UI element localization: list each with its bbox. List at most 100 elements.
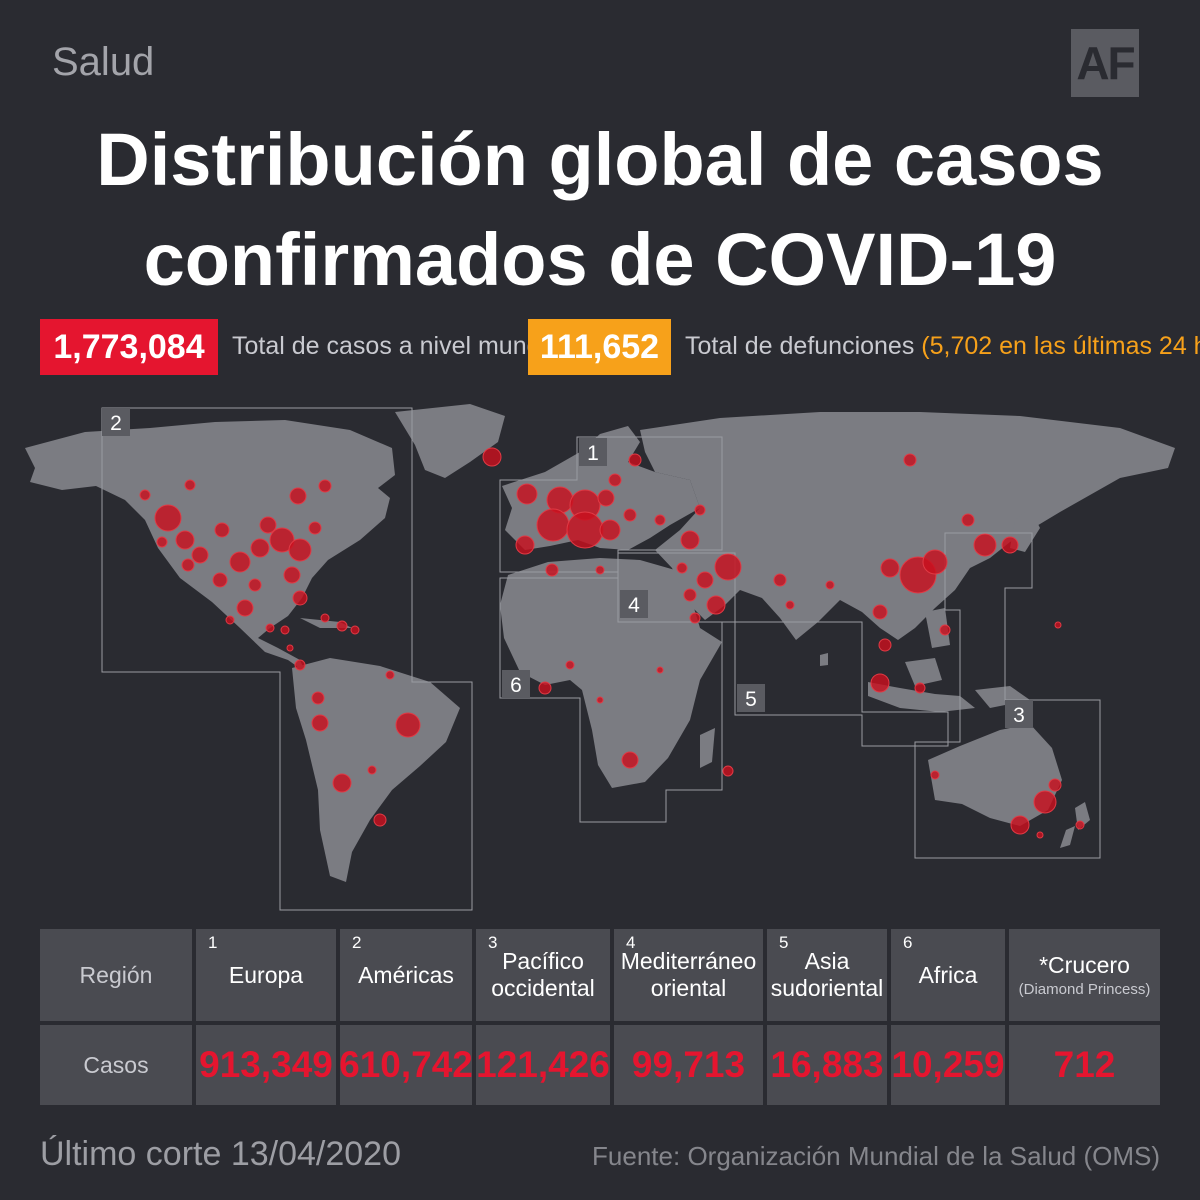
- region-cell-europe: 1 Europa: [196, 929, 336, 1021]
- region-cell-americas: 2 Américas: [340, 929, 472, 1021]
- region-subname: (Diamond Princess): [1018, 981, 1151, 998]
- cases-value: 16,883: [770, 1044, 884, 1085]
- case-bubble: [482, 447, 502, 467]
- case-bubble: [1048, 778, 1062, 792]
- total-deaths-badge: 111,652: [528, 319, 671, 375]
- case-bubble: [706, 595, 726, 615]
- region-frame-western-pacific: [914, 532, 1101, 859]
- land-masses: [25, 404, 1175, 882]
- region-number-1: 1: [587, 442, 599, 465]
- case-bubble: [292, 590, 308, 606]
- region-frame-south-east-asia: [734, 621, 949, 747]
- land-australia: [928, 724, 1062, 826]
- region-number-2: 2: [110, 412, 122, 435]
- case-bubble: [680, 530, 700, 550]
- region-number: 1: [208, 933, 218, 952]
- region-number: 6: [903, 933, 913, 952]
- cases-value: 913,349: [199, 1044, 333, 1085]
- case-bubble: [181, 558, 195, 572]
- region-name: Mediterráneo oriental: [620, 948, 757, 1001]
- last-update-date: Último corte 13/04/2020: [40, 1135, 401, 1173]
- region-cell-western-pacific: 3 Pacífico occidental: [476, 929, 610, 1021]
- region-badge-6: [502, 670, 530, 698]
- region-number-5: 5: [745, 688, 757, 711]
- case-bubble: [676, 562, 688, 574]
- case-bubble: [286, 644, 294, 652]
- land-greenland: [395, 404, 505, 478]
- cases-cell-cruise-ship: 712: [1009, 1025, 1160, 1105]
- case-bubble: [654, 514, 666, 526]
- case-bubble: [872, 604, 888, 620]
- case-bubble: [785, 600, 795, 610]
- case-bubble: [225, 615, 235, 625]
- case-bubble: [597, 489, 615, 507]
- total-deaths-text: Total de defunciones: [685, 332, 915, 360]
- region-number: 3: [488, 933, 498, 952]
- case-bubble: [265, 623, 275, 633]
- land-north-america: [25, 420, 395, 672]
- logo: AF: [1071, 29, 1139, 97]
- case-bubble: [628, 453, 642, 467]
- region-name: Europa: [228, 961, 304, 988]
- section-label: Salud: [52, 40, 155, 84]
- case-bubble: [311, 714, 329, 732]
- region-badge-1: [579, 438, 607, 466]
- case-bubble: [1001, 536, 1019, 554]
- case-bubble: [696, 571, 714, 589]
- land-indonesia: [868, 682, 975, 712]
- table-header-region: Región: [40, 929, 192, 1021]
- case-bubble: [939, 624, 951, 636]
- case-bubble: [694, 504, 706, 516]
- case-bubble: [689, 612, 701, 624]
- deaths-last-24h-note: (5,702 en las últimas 24 hrs): [921, 332, 1200, 360]
- case-bubble: [280, 625, 290, 635]
- cases-value: 10,259: [891, 1044, 1005, 1085]
- case-bubble: [825, 580, 835, 590]
- case-bubble: [714, 553, 742, 581]
- region-badge-4: [620, 590, 648, 618]
- case-bubble: [973, 533, 997, 557]
- region-name: Asia sudoriental: [770, 948, 884, 1001]
- region-number: 2: [352, 933, 362, 952]
- case-bubble: [870, 673, 890, 693]
- case-bubble: [545, 563, 559, 577]
- land-madagascar: [700, 728, 715, 768]
- case-bubble: [367, 765, 377, 775]
- row-header-cases: Casos: [83, 1051, 149, 1078]
- land-new-zealand-south: [1060, 826, 1075, 848]
- case-bubble: [656, 666, 664, 674]
- case-bubble: [515, 535, 535, 555]
- land-asia: [640, 412, 1175, 640]
- case-bubble: [722, 765, 734, 777]
- case-bubble: [608, 473, 622, 487]
- case-bubble: [623, 508, 637, 522]
- region-number: 4: [626, 933, 636, 952]
- title-line-1: Distribución global de casos: [96, 118, 1104, 201]
- cases-cell-south-east-asia: 16,883: [767, 1025, 887, 1105]
- cases-cell-western-pacific: 121,426: [476, 1025, 610, 1105]
- case-bubble: [308, 521, 322, 535]
- case-bubble: [289, 487, 307, 505]
- case-bubble: [373, 813, 387, 827]
- case-bubble: [294, 659, 306, 671]
- region-frame-americas: [101, 407, 473, 911]
- region-cell-cruise-ship: *Crucero (Diamond Princess): [1009, 929, 1160, 1021]
- case-bubble: [878, 638, 892, 652]
- case-bubble: [318, 479, 332, 493]
- case-bubble: [880, 558, 900, 578]
- table-header-cases: Casos: [40, 1025, 192, 1105]
- case-bubble: [1033, 790, 1057, 814]
- cases-cell-europe: 913,349: [196, 1025, 336, 1105]
- region-badge-3: [1005, 700, 1033, 728]
- region-cell-africa: 6 Africa: [891, 929, 1005, 1021]
- region-name: Africa: [918, 961, 978, 988]
- region-number-4: 4: [628, 594, 640, 617]
- region-cell-south-east-asia: 5 Asia sudoriental: [767, 929, 887, 1021]
- case-bubble: [191, 546, 209, 564]
- page-title: Distribución global de casos confirmados…: [0, 110, 1200, 310]
- case-bubble: [1010, 815, 1030, 835]
- case-bubble: [914, 682, 926, 694]
- case-bubble: [154, 504, 182, 532]
- case-bubble: [269, 527, 295, 553]
- case-bubble: [214, 522, 230, 538]
